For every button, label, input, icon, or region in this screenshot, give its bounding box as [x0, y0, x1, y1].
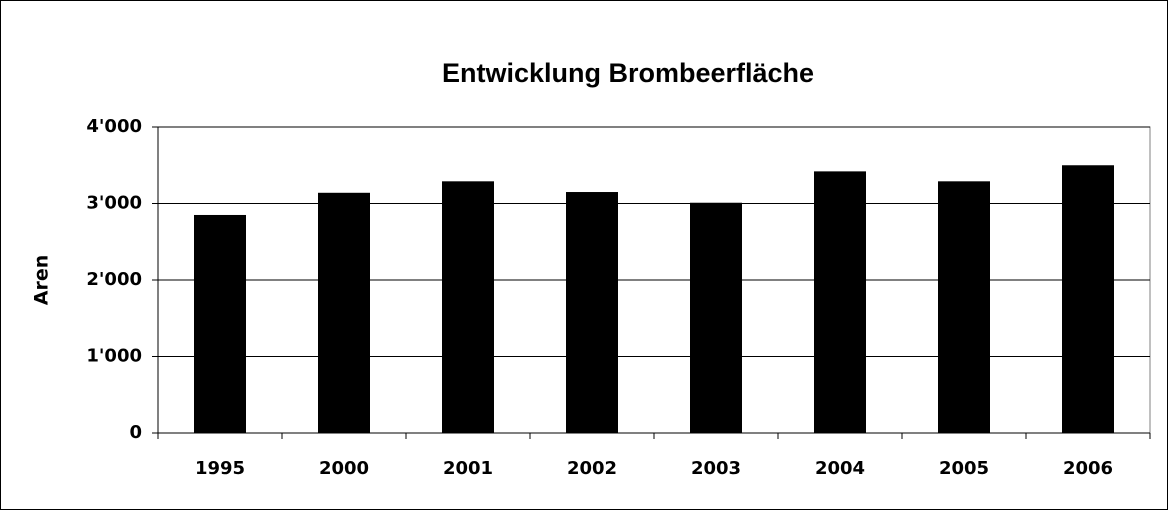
y-tick-label: 3'000 [86, 193, 142, 214]
bar [814, 171, 866, 433]
x-tick-label: 2006 [1063, 458, 1113, 479]
y-tick-label: 2'000 [86, 269, 142, 290]
bar [318, 192, 370, 433]
y-tick-label: 0 [129, 422, 142, 443]
x-tick-label: 2001 [443, 458, 493, 479]
bar [1062, 165, 1114, 433]
y-tick-label: 1'000 [86, 346, 142, 367]
bar [690, 202, 742, 433]
x-tick-label: 1995 [195, 458, 245, 479]
y-tick-label: 4'000 [86, 116, 142, 137]
bar [442, 181, 494, 433]
chart-title: Entwicklung Brombeerfläche [442, 58, 814, 88]
x-tick-label: 2004 [815, 458, 865, 479]
bar [566, 192, 618, 433]
x-tick-label: 2000 [319, 458, 369, 479]
bar [938, 181, 990, 433]
bar [194, 214, 246, 433]
x-tick-label: 2002 [567, 458, 617, 479]
y-axis-label: Aren [31, 255, 53, 306]
x-tick-label: 2003 [691, 458, 741, 479]
x-tick-label: 2005 [939, 458, 989, 479]
